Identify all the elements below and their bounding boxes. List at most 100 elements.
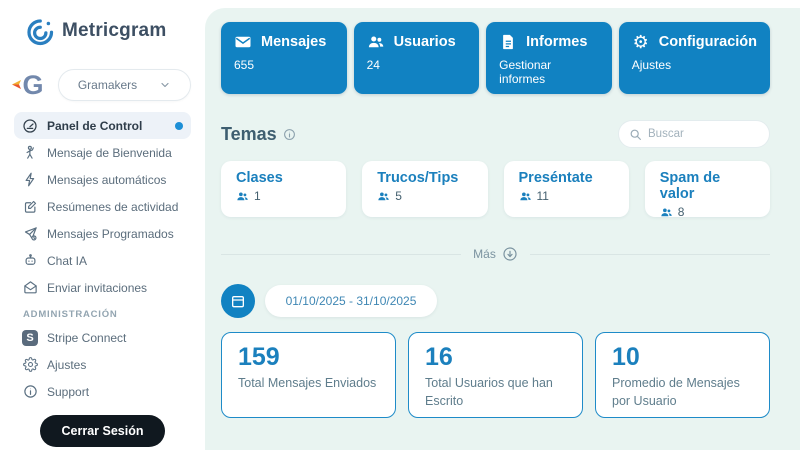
topic-card-clases[interactable]: Clases 1 — [221, 161, 347, 217]
date-filter-row: 01/10/2025 - 31/10/2025 — [221, 284, 770, 318]
sidebar-item-enviar-invitaciones[interactable]: Enviar invitaciones — [14, 274, 191, 301]
sidebar-item-mensajes-automaticos[interactable]: Mensajes automáticos — [14, 166, 191, 193]
topic-count-value: 5 — [395, 189, 402, 203]
wing-icon — [12, 80, 21, 89]
gear-icon — [22, 357, 38, 373]
sidebar-item-resumenes-de-actividad[interactable]: Resúmenes de actividad — [14, 193, 191, 220]
stripe-icon: S — [22, 329, 38, 346]
stat-card-promedio-mensajes: 10 Promedio de Mensajes por Usuario — [595, 332, 770, 418]
admin-section-label: ADMINISTRACIÓN — [23, 309, 118, 320]
active-indicator-dot — [175, 121, 183, 130]
search-icon — [630, 129, 641, 140]
summary-card-value: Ajustes — [631, 58, 672, 72]
topic-title: Clases — [236, 170, 283, 186]
users-icon — [519, 191, 531, 200]
sidebar-item-panel-de-control[interactable]: Panel de Control — [14, 112, 191, 139]
stat-value: 16 — [425, 343, 453, 371]
summary-cards-row: Mensajes 655 Usuarios 24 — [221, 22, 771, 94]
topic-cards-row: Clases 1 Trucos/Tips 5 Preséntate — [221, 161, 770, 219]
arrow-down-circle-icon — [503, 247, 517, 261]
summary-card-mensajes[interactable]: Mensajes 655 — [221, 22, 347, 94]
stat-label: Total Mensajes Enviados — [238, 376, 377, 390]
wave-person-icon — [22, 145, 38, 161]
info-icon[interactable] — [283, 128, 296, 141]
lightning-icon — [22, 172, 38, 188]
topic-title: Preséntate — [518, 170, 593, 186]
app-title: Metricgram — [62, 20, 167, 41]
sidebar-item-ajustes[interactable]: Ajustes — [14, 351, 191, 378]
summary-card-title: Mensajes — [261, 34, 327, 50]
calendar-button[interactable] — [221, 284, 255, 318]
workspace-name: Gramakers — [77, 78, 138, 92]
stat-card-total-usuarios: 16 Total Usuarios que han Escrito — [408, 332, 583, 418]
topic-card-presentate[interactable]: Preséntate 11 — [503, 161, 629, 217]
sidebar-item-chat-ia[interactable]: Chat IA — [14, 247, 191, 274]
summary-card-title: Informes — [526, 34, 588, 50]
sidebar-item-label: Enviar invitaciones — [47, 280, 148, 295]
sidebar-item-label: Mensaje de Bienvenida — [47, 145, 172, 160]
stat-card-total-mensajes: 159 Total Mensajes Enviados — [221, 332, 396, 418]
sidebar: Metricgram G Gramakers — [0, 0, 205, 450]
date-range-value: 01/10/2025 - 31/10/2025 — [285, 294, 417, 308]
sidebar-item-mensajes-programados[interactable]: Mensajes Programados — [14, 220, 191, 247]
gear-icon: ⚙ — [632, 32, 649, 52]
summary-card-title: Usuarios — [393, 34, 456, 50]
sidebar-item-label: Chat IA — [47, 253, 88, 268]
summary-card-informes[interactable]: Informes Gestionar informes — [486, 22, 612, 94]
search-box — [618, 120, 770, 148]
users-icon — [661, 207, 672, 216]
calendar-icon — [232, 296, 244, 308]
more-label: Más — [473, 247, 496, 261]
stat-label: Total Usuarios que han Escrito — [425, 376, 553, 409]
topics-title: Temas — [221, 123, 277, 144]
summary-card-value: 24 — [366, 58, 380, 72]
sidebar-item-label: Ajustes — [47, 357, 87, 372]
edit-icon — [22, 199, 38, 215]
app-logo: Metricgram — [14, 12, 191, 56]
workspace-selector[interactable]: Gramakers — [58, 69, 191, 101]
sidebar-item-label: Stripe Connect — [47, 330, 127, 345]
stats-row: 159 Total Mensajes Enviados 16 Total Usu… — [221, 332, 770, 418]
date-range-pill[interactable]: 01/10/2025 - 31/10/2025 — [265, 285, 437, 317]
robot-icon — [22, 253, 38, 269]
envelope-icon — [234, 33, 252, 51]
topics-header: Temas — [221, 120, 770, 148]
stat-value: 10 — [612, 343, 640, 371]
topic-count-value: 11 — [536, 189, 549, 203]
summary-card-value: 655 — [234, 58, 255, 72]
summary-card-value: Gestionar informes — [499, 58, 552, 86]
topic-card-trucos-tips[interactable]: Trucos/Tips 5 — [362, 161, 488, 217]
topic-title: Spam de valor — [659, 170, 721, 202]
topic-card-spam-de-valor[interactable]: Spam de valor 8 — [644, 161, 770, 219]
sidebar-item-label: Resúmenes de actividad — [47, 199, 179, 214]
topic-title: Trucos/Tips — [377, 170, 459, 186]
sidebar-item-label: Mensajes automáticos — [47, 172, 167, 187]
stat-value: 159 — [238, 343, 280, 371]
chevron-down-icon — [161, 82, 169, 88]
users-icon — [378, 191, 390, 200]
logout-button[interactable]: Cerrar Sesión — [39, 415, 166, 447]
metricgram-logo-icon — [27, 19, 54, 46]
workspace-avatar: G — [12, 68, 50, 102]
users-icon — [367, 33, 385, 51]
sidebar-item-support[interactable]: Support — [14, 378, 191, 405]
main-content: Mensajes 655 Usuarios 24 — [205, 8, 800, 450]
search-input[interactable] — [648, 128, 759, 140]
summary-card-configuracion[interactable]: ⚙ Configuración Ajustes — [618, 22, 771, 94]
topic-count-value: 1 — [254, 189, 261, 203]
summary-card-title: Configuración — [658, 34, 758, 50]
sidebar-item-label: Support — [47, 384, 90, 399]
speedometer-icon — [22, 118, 38, 134]
users-icon — [237, 191, 248, 200]
summary-card-usuarios[interactable]: Usuarios 24 — [353, 22, 480, 94]
send-clock-icon — [22, 226, 38, 242]
sidebar-nav: Panel de Control Mensaje de Bienvenida M… — [14, 112, 191, 405]
stat-label: Promedio de Mensajes por Usuario — [612, 376, 740, 409]
sidebar-item-mensaje-de-bienvenida[interactable]: Mensaje de Bienvenida — [14, 139, 191, 166]
sidebar-item-stripe-connect[interactable]: S Stripe Connect — [14, 324, 191, 351]
sidebar-item-label: Panel de Control — [47, 118, 143, 133]
sidebar-item-label: Mensajes Programados — [47, 226, 174, 241]
topic-count-value: 8 — [677, 205, 685, 219]
show-more-button[interactable]: Más — [221, 246, 770, 262]
